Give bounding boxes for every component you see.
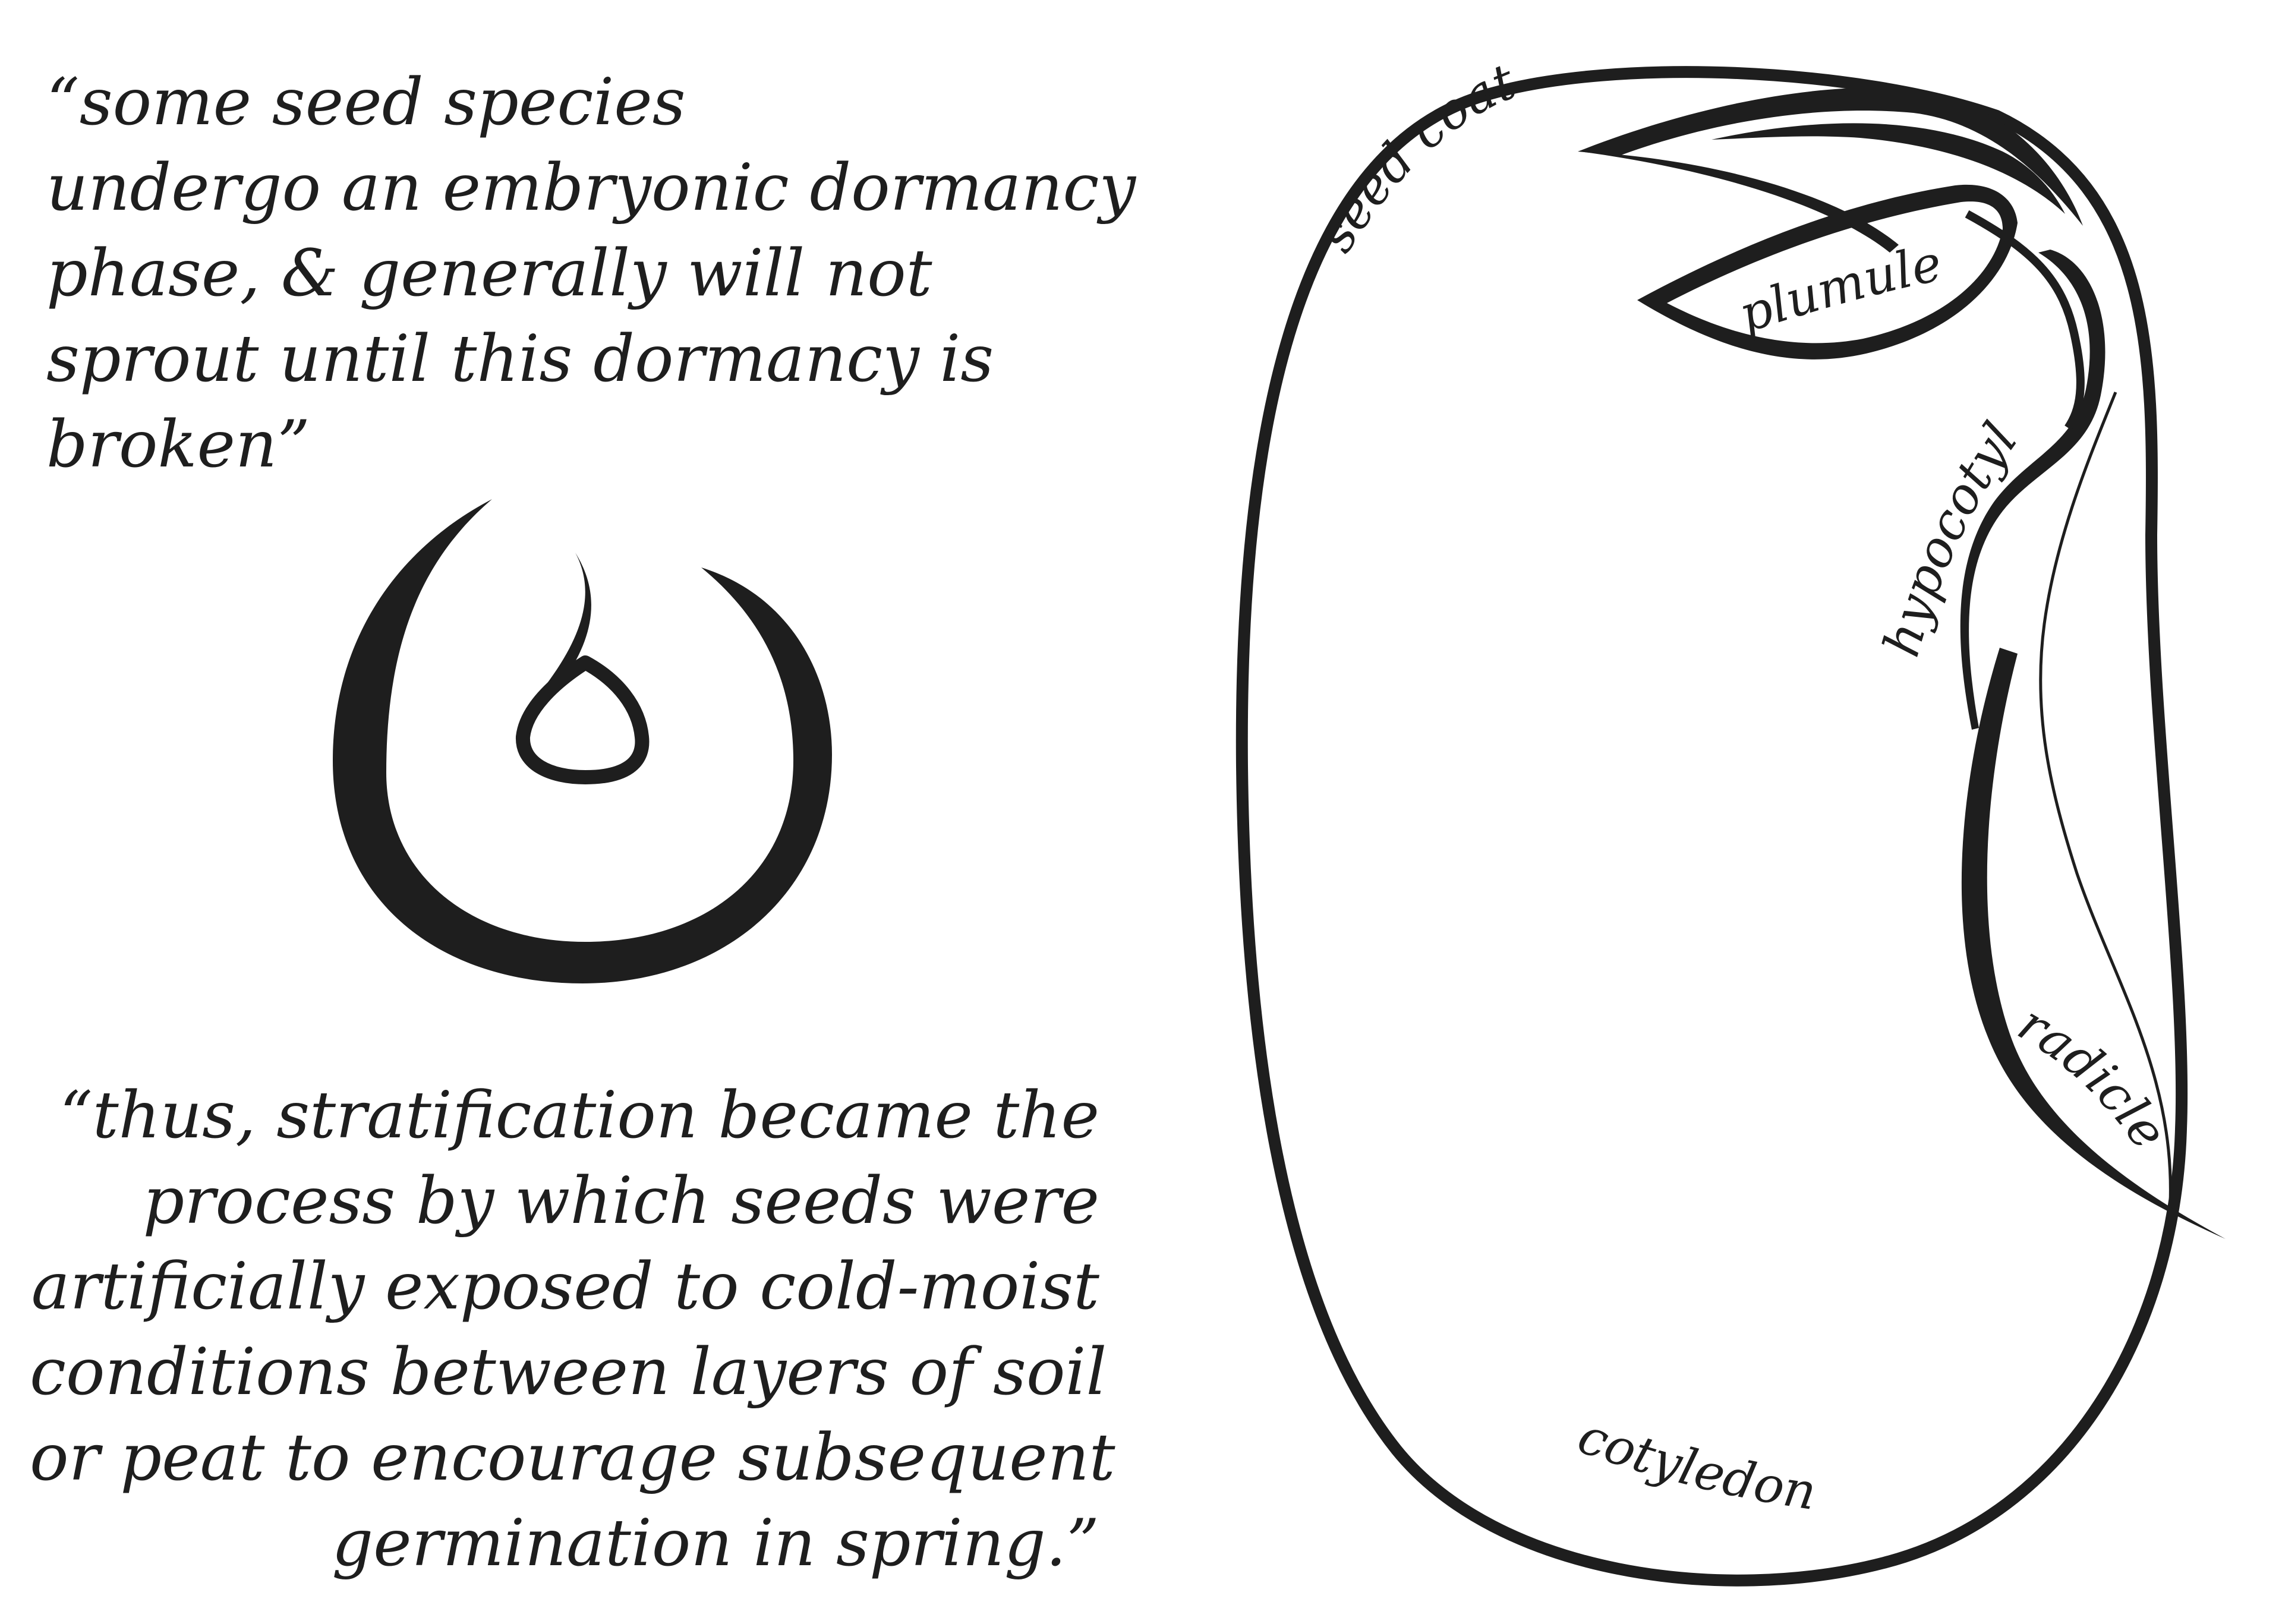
quote-bottom-line: artificially exposed to cold-moist [31,1248,1099,1324]
hypocotyl-inner [1965,210,2085,430]
emblem-crescent [333,499,832,983]
label-cotyledon: cotyledon [1571,1407,1820,1522]
radicle-inner [2039,392,2172,1225]
label-seed-coat: seed coat [1307,52,1524,262]
emblem-drop-tail [538,553,591,698]
quote-top-line: undergo an embryonic dormancy [46,150,1136,225]
quote-top-line: phase, & generally will not [46,235,932,311]
plumule-leaf-outer [1578,87,2083,226]
plumule-leaf-mid [1581,152,1899,253]
quote-bottom-line: “thus, stratification became the [59,1077,1099,1153]
plumule-leaf-upper [1712,123,2065,214]
quote-top: “some seed species undergo an embryonic … [46,59,1175,487]
quote-bottom-line: process by which seeds were [143,1163,1099,1238]
radicle-root [1961,648,2226,1239]
quote-bottom: “thus, stratification became the process… [30,1073,1115,1586]
seed-drop-emblem-icon [333,499,832,983]
emblem-drop [516,655,650,784]
hypocotyl-stem [1960,250,2106,730]
label-hypocotyl: hypocotyl [1872,412,2029,663]
quote-bottom-line: or peat to encourage subsequent [30,1420,1115,1495]
quote-bottom-line: germination in spring.” [332,1505,1099,1581]
quote-top-line: broken” [46,406,310,482]
plumule-leaf-lower [1637,184,2018,360]
quote-bottom-line: conditions between layers of soil [30,1334,1107,1409]
quote-top-line: sprout until this dormancy is [46,321,994,396]
quote-top-line: “some seed species [46,64,686,140]
seed-coat-outline [1235,66,2188,1587]
